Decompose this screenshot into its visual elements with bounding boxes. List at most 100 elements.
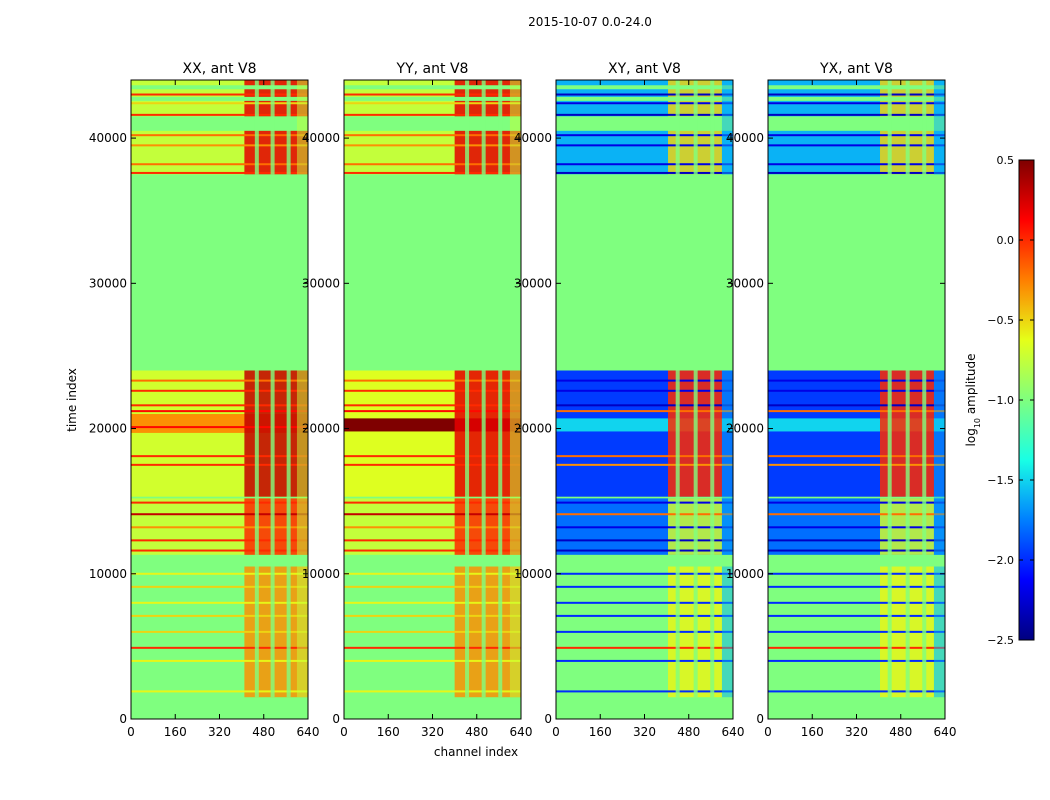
colorbar-tick-label: −2.0 bbox=[987, 554, 1014, 567]
channel-notch bbox=[905, 80, 910, 175]
timeline-stripe bbox=[344, 646, 521, 649]
y-tick-label: 0 bbox=[544, 712, 552, 726]
panel-title: YX, ant V8 bbox=[819, 61, 893, 77]
quiet-gap bbox=[344, 554, 521, 567]
channel-notch bbox=[887, 566, 892, 698]
y-tick-label: 20000 bbox=[726, 422, 764, 436]
timeline-stripe bbox=[344, 134, 521, 137]
timeline-stripe bbox=[131, 572, 308, 575]
timeline-stripe bbox=[131, 426, 308, 429]
channel-notch bbox=[693, 566, 698, 698]
channel-edge bbox=[933, 80, 945, 175]
channel-notch bbox=[675, 566, 680, 698]
timeline-stripe bbox=[344, 572, 521, 575]
timeline-stripe bbox=[768, 93, 945, 96]
x-tick-label: 480 bbox=[465, 725, 488, 739]
quiet-gap bbox=[131, 116, 308, 131]
channel-edge bbox=[721, 370, 733, 555]
y-tick-label: 20000 bbox=[514, 422, 552, 436]
channel-notch bbox=[270, 566, 275, 698]
x-tick-label: 0 bbox=[764, 725, 772, 739]
x-tick-label: 0 bbox=[552, 725, 560, 739]
timeline-stripe bbox=[344, 389, 521, 392]
timeline-stripe bbox=[768, 113, 945, 116]
y-tick-label: 40000 bbox=[302, 131, 340, 145]
channel-notch bbox=[254, 370, 259, 555]
channel-notch bbox=[922, 80, 927, 175]
panel-3: XY, ant V8 0 160 320 480 640 0 10000 20000 30000 4… bbox=[514, 61, 745, 739]
timeline-stripe bbox=[768, 463, 945, 466]
y-tick-label: 40000 bbox=[89, 131, 127, 145]
quiet-gap bbox=[131, 554, 308, 567]
panel-2: YY, ant V8 0 160 320 480 640 0 10000 20000 30000 4… bbox=[302, 61, 533, 739]
timeline-stripe bbox=[344, 539, 521, 542]
colorbar-gradient bbox=[1019, 160, 1034, 640]
gap-line bbox=[344, 85, 521, 90]
x-tick-label: 320 bbox=[633, 725, 656, 739]
timeline-stripe bbox=[344, 455, 521, 458]
quiet-gap bbox=[768, 554, 945, 567]
y-tick-label: 10000 bbox=[89, 567, 127, 581]
colorbar-tick-label: −2.5 bbox=[987, 634, 1014, 647]
y-tick-label: 30000 bbox=[302, 276, 340, 290]
colorbar-tick-label: −1.5 bbox=[987, 474, 1014, 487]
timeline-stripe bbox=[131, 549, 308, 552]
channel-edge bbox=[721, 80, 733, 175]
x-tick-label: 0 bbox=[127, 725, 135, 739]
channel-edge bbox=[509, 370, 521, 555]
timeline-stripe bbox=[556, 572, 733, 575]
timeline-stripe bbox=[556, 585, 733, 588]
channel-edge bbox=[933, 566, 945, 698]
timeline-stripe bbox=[768, 513, 945, 516]
timeline-stripe bbox=[768, 526, 945, 529]
timeline-stripe bbox=[131, 102, 308, 105]
channel-edge bbox=[296, 80, 308, 175]
channel-notch bbox=[675, 370, 680, 555]
gap-line bbox=[768, 96, 945, 101]
timeline-stripe bbox=[344, 163, 521, 166]
timeline-stripe bbox=[131, 144, 308, 147]
timeline-stripe bbox=[556, 630, 733, 633]
gap-line bbox=[131, 85, 308, 90]
timeline-stripe bbox=[768, 614, 945, 617]
channel-notch bbox=[675, 80, 680, 175]
timeline-stripe bbox=[131, 389, 308, 392]
timeline-stripe bbox=[344, 601, 521, 604]
timeline-stripe bbox=[131, 630, 308, 633]
channel-notch bbox=[481, 566, 486, 698]
shared-ylabel: time index bbox=[65, 368, 79, 432]
channel-edge bbox=[296, 370, 308, 555]
y-tick-label: 0 bbox=[119, 712, 127, 726]
timeline-stripe bbox=[556, 549, 733, 552]
timeline-stripe bbox=[131, 455, 308, 458]
panel-title: XY, ant V8 bbox=[608, 61, 681, 77]
timeline-stripe bbox=[131, 659, 308, 662]
timeline-stripe bbox=[344, 614, 521, 617]
y-tick-label: 20000 bbox=[89, 422, 127, 436]
y-tick-label: 40000 bbox=[726, 131, 764, 145]
timeline-stripe bbox=[768, 630, 945, 633]
channel-notch bbox=[498, 80, 503, 175]
gap-line bbox=[131, 96, 308, 101]
timeline-stripe bbox=[131, 690, 308, 693]
timeline-stripe bbox=[344, 113, 521, 116]
x-tick-label: 640 bbox=[722, 725, 745, 739]
y-tick-label: 20000 bbox=[302, 422, 340, 436]
timeline-stripe bbox=[131, 646, 308, 649]
timeline-stripe bbox=[556, 501, 733, 504]
timeline-stripe bbox=[768, 501, 945, 504]
timeline-stripe bbox=[131, 513, 308, 516]
timeline-stripe bbox=[556, 690, 733, 693]
timeline-stripe bbox=[768, 171, 945, 174]
channel-notch bbox=[286, 80, 291, 175]
timeline-stripe bbox=[131, 539, 308, 542]
timeline-stripe bbox=[556, 601, 733, 604]
timeline-stripe bbox=[556, 134, 733, 137]
timeline-stripe bbox=[131, 601, 308, 604]
y-tick-label: 0 bbox=[332, 712, 340, 726]
channel-notch bbox=[465, 370, 470, 555]
timeline-stripe bbox=[768, 379, 945, 382]
colorbar-tick-label: −0.5 bbox=[987, 314, 1014, 327]
timeline-stripe bbox=[556, 659, 733, 662]
